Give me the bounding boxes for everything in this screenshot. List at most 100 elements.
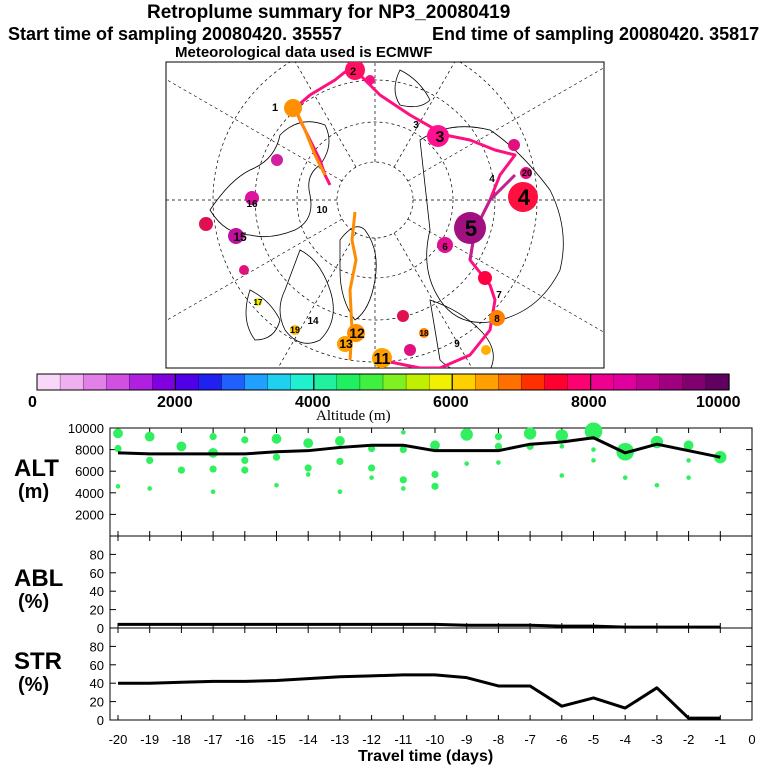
altitude-scatter-point — [113, 428, 123, 439]
altitude-scatter-point — [430, 440, 440, 451]
altitude-scatter-point — [431, 470, 439, 479]
x-tick-label: -12 — [362, 732, 381, 747]
y-tick-label: 20 — [90, 603, 104, 618]
y-tick-label: 10000 — [68, 421, 104, 436]
altitude-scatter-point — [399, 476, 407, 484]
altitude-scatter-point — [683, 440, 694, 451]
altitude-scatter-point — [176, 441, 187, 452]
x-tick-label: -7 — [524, 732, 536, 747]
altitude-scatter-point — [686, 475, 691, 480]
colorbar-tick: 6000 — [433, 394, 469, 411]
altitude-scatter-point — [591, 447, 596, 452]
altitude-scatter-point — [559, 473, 565, 478]
y-tick-label: 40 — [90, 584, 104, 599]
x-axis-label: Travel time (days) — [358, 748, 494, 765]
altitude-scatter-point — [464, 461, 470, 466]
altitude-scatter-point — [305, 472, 311, 477]
altitude-scatter-point — [210, 489, 216, 495]
y-tick-label: 0 — [97, 713, 104, 728]
altitude-scatter-point — [559, 444, 565, 449]
alt-panel-label: ALT — [14, 455, 59, 482]
x-tick-label: -3 — [651, 732, 663, 747]
x-tick-label: -17 — [204, 732, 223, 747]
y-tick-label: 40 — [90, 676, 104, 691]
altitude-scatter-point — [209, 433, 217, 441]
x-tick-label: -6 — [556, 732, 568, 747]
sampling-start-time: Start time of sampling 20080420. 35557 — [8, 24, 343, 44]
y-tick-label: 80 — [90, 547, 104, 562]
altitude-scatter-point — [114, 444, 122, 453]
y-tick-label: 80 — [90, 639, 104, 654]
str-panel-label: STR — [14, 648, 62, 675]
altitude-scatter-point — [584, 422, 603, 441]
altitude-scatter-point — [622, 475, 628, 480]
x-tick-label: -14 — [299, 732, 318, 747]
str-panel-unit: (%) — [18, 674, 50, 696]
altitude-scatter-point — [654, 482, 660, 488]
altitude-scatter-point — [115, 484, 121, 489]
abl-series-line — [118, 622, 721, 629]
x-tick-label: -8 — [493, 732, 505, 747]
y-tick-label: 4000 — [75, 486, 104, 501]
chart-title: Retroplume summary for NP3_20080419 — [147, 2, 511, 23]
altitude-scatter-point — [271, 433, 282, 444]
time-series-frame — [109, 427, 753, 721]
altitude-scatter-point — [523, 427, 537, 440]
altitude-scatter-point — [304, 464, 312, 472]
x-tick-label: -16 — [235, 732, 254, 747]
x-tick-label: -18 — [172, 732, 191, 747]
altitude-scatter-point — [177, 466, 185, 474]
altitude-scatter-point — [241, 436, 249, 444]
colorbar-tick: 10000 — [696, 394, 741, 411]
x-tick-label: -2 — [683, 732, 695, 747]
colorbar-tick: 4000 — [295, 394, 331, 411]
altitude-scatter-point — [147, 486, 152, 491]
x-tick-label: 0 — [748, 732, 755, 747]
y-tick-label: 60 — [90, 566, 104, 581]
colorbar-label: Altitude (m) — [316, 408, 391, 424]
altitude-scatter-point — [496, 460, 501, 465]
altitude-scatter-point — [337, 489, 343, 495]
y-tick-label: 0 — [97, 621, 104, 636]
sampling-end-time: End time of sampling 20080420. 35817 — [432, 24, 760, 44]
x-tick-label: -15 — [267, 732, 286, 747]
y-tick-label: 20 — [90, 695, 104, 710]
altitude-scatter-point — [335, 436, 345, 446]
altitude-scatter-point — [146, 456, 154, 464]
altitude-scatter-point — [494, 433, 502, 441]
x-tick-label: -19 — [140, 732, 159, 747]
altitude-scatter-point — [591, 458, 596, 463]
altitude-scatter-point — [401, 430, 406, 435]
str-series-line — [118, 673, 721, 720]
abl-panel-unit: (%) — [18, 591, 50, 613]
altitude-scatter-point — [460, 428, 473, 441]
altitude-scatter-point — [209, 465, 217, 473]
altitude-scatter-point — [303, 438, 314, 449]
altitude-scatter-point — [399, 446, 407, 454]
alt-panel-unit: (m) — [18, 481, 50, 503]
x-tick-label: -10 — [426, 732, 445, 747]
colorbar-tick: 0 — [28, 394, 37, 411]
met-data-note: Meteorological data used is ECMWF — [175, 44, 433, 61]
y-tick-label: 2000 — [75, 507, 104, 522]
colorbar-tick: 8000 — [571, 394, 607, 411]
x-tick-label: -13 — [331, 732, 350, 747]
altitude-scatter-point — [336, 457, 344, 466]
altitude-scatter-point — [144, 431, 155, 442]
altitude-scatter-point — [431, 482, 439, 490]
altitude-scatter-point — [274, 482, 279, 488]
altitude-scatter-point — [401, 486, 406, 491]
altitude-scatter-point — [555, 429, 568, 442]
y-tick-label: 60 — [90, 658, 104, 673]
x-tick-label: -9 — [461, 732, 473, 747]
altitude-scatter-point — [494, 442, 502, 450]
altitude-scatter-point — [241, 466, 249, 474]
x-tick-label: -4 — [619, 732, 631, 747]
altitude-scatter-point — [369, 475, 374, 480]
altitude-scatter-point — [368, 464, 376, 472]
y-tick-label: 8000 — [75, 443, 104, 458]
y-tick-label: 6000 — [75, 464, 104, 479]
x-tick-label: -1 — [715, 732, 727, 747]
altitude-scatter-point — [686, 458, 691, 463]
